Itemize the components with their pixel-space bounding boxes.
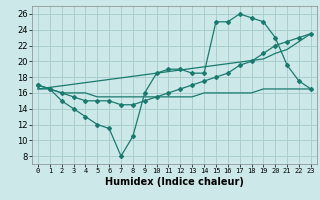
- X-axis label: Humidex (Indice chaleur): Humidex (Indice chaleur): [105, 177, 244, 187]
